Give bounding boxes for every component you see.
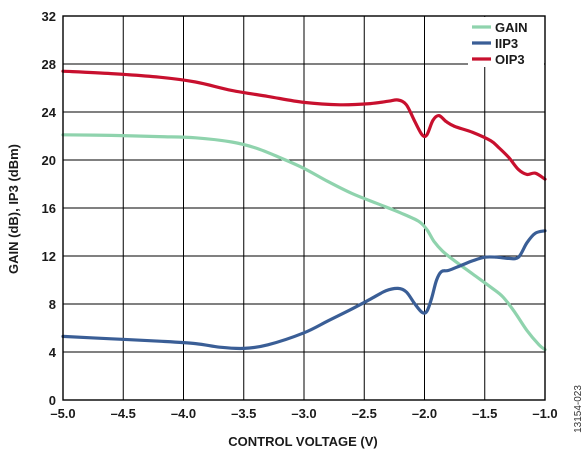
x-tick-label: –2.5 bbox=[352, 406, 377, 421]
series-line-iip3 bbox=[61, 229, 547, 351]
grid-lines bbox=[62, 15, 546, 401]
y-tick-label: 8 bbox=[49, 297, 56, 312]
x-tick-label: –4.5 bbox=[111, 406, 136, 421]
x-tick-label: –5.0 bbox=[50, 406, 75, 421]
x-tick-label: –3.5 bbox=[231, 406, 256, 421]
x-tick-label: –2.0 bbox=[412, 406, 437, 421]
y-tick-label: 32 bbox=[42, 9, 56, 24]
x-tick-label: –4.0 bbox=[171, 406, 196, 421]
figure-id: 13154-023 bbox=[573, 385, 584, 433]
y-tick-label: 12 bbox=[42, 249, 56, 264]
y-tick-label: 16 bbox=[42, 201, 56, 216]
y-tick-label: 28 bbox=[42, 57, 56, 72]
legend-label-gain: GAIN bbox=[495, 20, 528, 35]
y-tick-label: 24 bbox=[42, 105, 57, 120]
y-tick-label: 4 bbox=[49, 345, 57, 360]
y-tick-label: 20 bbox=[42, 153, 56, 168]
legend-label-iip3: IIP3 bbox=[495, 36, 518, 51]
series-line-oip3 bbox=[61, 69, 547, 181]
y-axis-label: GAIN (dB), IP3 (dBm) bbox=[6, 144, 21, 274]
series-layer bbox=[61, 69, 547, 352]
y-tick-labels: 0 4 8 12 16 20 24 28 32 bbox=[42, 9, 57, 408]
x-tick-label: –1.0 bbox=[532, 406, 557, 421]
x-tick-label: –3.0 bbox=[291, 406, 316, 421]
x-tick-label: –1.5 bbox=[472, 406, 497, 421]
x-axis-label: CONTROL VOLTAGE (V) bbox=[228, 434, 378, 449]
series-line-gain bbox=[61, 133, 547, 352]
y-tick-label: 0 bbox=[49, 393, 56, 408]
x-tick-labels: –5.0 –4.5 –4.0 –3.5 –3.0 –2.5 –2.0 –1.5 –1.0 bbox=[50, 406, 557, 421]
legend-label-oip3: OIP3 bbox=[495, 52, 525, 67]
plot-frame bbox=[62, 15, 546, 401]
